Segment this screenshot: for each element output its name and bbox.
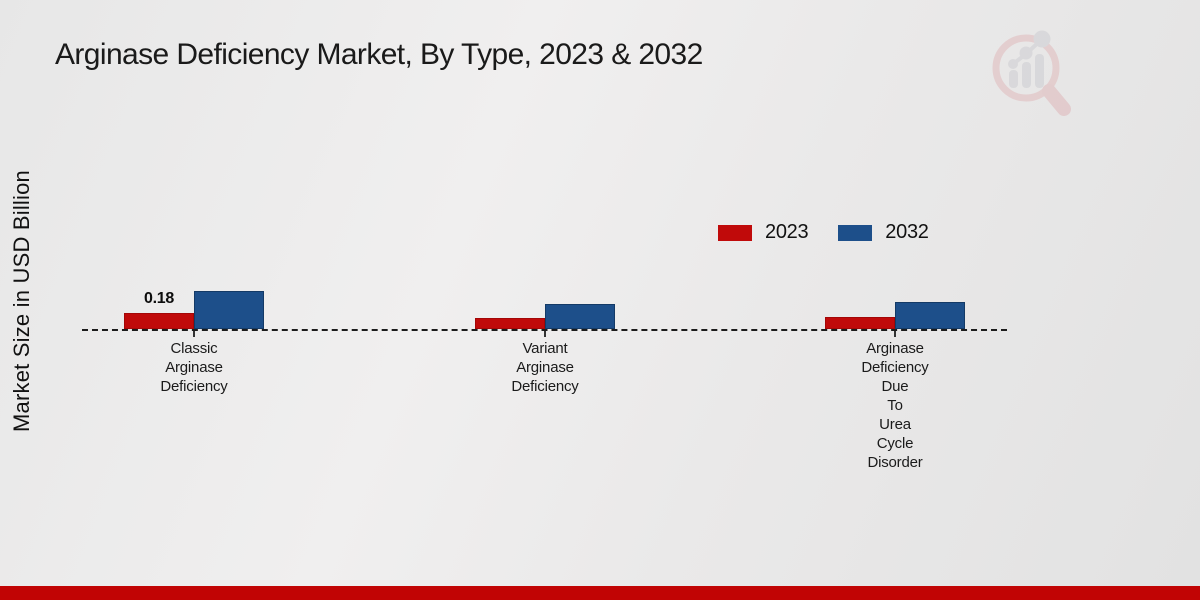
bar-2032-category-1 bbox=[194, 291, 264, 329]
x-axis-tick bbox=[894, 331, 896, 337]
bar-2023-category-2 bbox=[475, 318, 545, 329]
footer-band bbox=[0, 586, 1200, 600]
bar-2032-category-3 bbox=[895, 302, 965, 329]
plot-area: 0.18 Classic Arginase Deficiency Variant A… bbox=[82, 0, 1007, 600]
bar-2023-category-1 bbox=[124, 313, 194, 329]
legend-swatch-2023 bbox=[718, 224, 752, 241]
legend-label-2032: 2032 bbox=[885, 221, 929, 243]
bar-chart-icon bbox=[1009, 54, 1044, 88]
x-axis-tick bbox=[193, 331, 195, 337]
bar-2032-category-2 bbox=[545, 304, 615, 329]
category-label-2: Variant Arginase Deficiency bbox=[511, 340, 579, 395]
trend-dots-icon bbox=[1008, 30, 1051, 69]
legend-item-2023: 2023 bbox=[718, 221, 809, 244]
bar-value-label: 0.18 bbox=[144, 290, 174, 307]
legend-label-2023: 2023 bbox=[765, 221, 809, 243]
legend: 2023 2032 bbox=[718, 221, 929, 244]
chart-title: Arginase Deficiency Market, By Type, 202… bbox=[55, 38, 703, 71]
legend-item-2032: 2032 bbox=[838, 221, 929, 244]
legend-swatch-2032 bbox=[838, 224, 873, 241]
brand-watermark-logo bbox=[992, 30, 1071, 116]
zero-baseline bbox=[82, 329, 1007, 331]
category-label-1: Classic Arginase Deficiency bbox=[160, 340, 228, 395]
magnifier-icon bbox=[992, 34, 1071, 116]
y-axis-label: Market Size in USD Billion bbox=[9, 170, 34, 432]
x-axis-tick bbox=[544, 331, 546, 337]
category-label-3: Arginase Deficiency Due To Urea Cycle Di… bbox=[861, 340, 929, 471]
bar-2023-category-3 bbox=[825, 317, 895, 329]
